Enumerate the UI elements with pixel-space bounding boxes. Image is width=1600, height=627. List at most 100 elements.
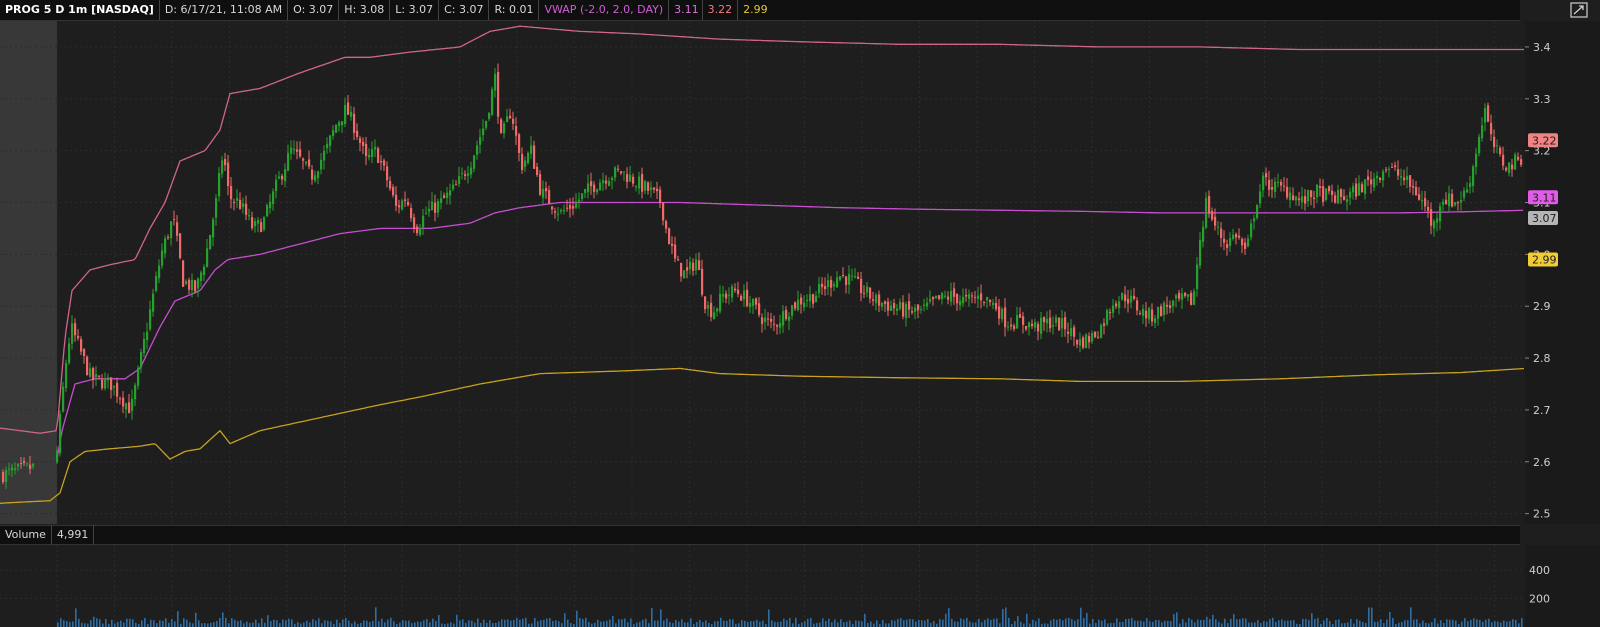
- vwap-study-label[interactable]: VWAP (-2.0, 2.0, DAY): [539, 0, 670, 20]
- candle-body: [827, 280, 830, 288]
- candle-body: [944, 295, 947, 297]
- volume-bar: [888, 623, 890, 627]
- candle-body: [161, 250, 164, 266]
- lower-band-line: [0, 367, 1525, 504]
- volume-bar: [711, 624, 713, 627]
- candle-body: [272, 191, 275, 205]
- candle-body: [773, 323, 776, 325]
- candle-body: [1004, 307, 1007, 328]
- volume-bar: [1068, 617, 1070, 627]
- volume-bar: [249, 622, 251, 627]
- candle-body: [488, 113, 491, 119]
- volume-bar: [189, 622, 191, 627]
- volume-bar: [1107, 623, 1109, 627]
- volume-bar: [1119, 621, 1121, 627]
- volume-bar: [87, 623, 89, 627]
- volume-tick-label: 400: [1529, 564, 1550, 577]
- candle-body: [800, 297, 803, 305]
- volume-bar: [870, 621, 872, 627]
- volume-bar: [579, 618, 581, 627]
- volume-bar: [213, 622, 215, 627]
- volume-chart[interactable]: 400 200: [0, 545, 1600, 627]
- candle-body: [947, 296, 950, 300]
- candle-body: [740, 295, 743, 301]
- lower-band-tag: 2.99: [1532, 254, 1557, 267]
- candle-body: [1385, 169, 1388, 171]
- volume-bar: [168, 622, 170, 627]
- candle-body: [260, 222, 263, 233]
- candle-body: [20, 462, 23, 464]
- volume-bar: [1509, 621, 1511, 627]
- volume-bar: [672, 623, 674, 627]
- volume-bar: [921, 620, 923, 627]
- candle-body: [1502, 154, 1505, 166]
- candle-body: [542, 189, 545, 198]
- date-time-readout: D: 6/17/21, 11:08 AM: [160, 0, 289, 20]
- price-chart[interactable]: 3.43.33.23.13.02.92.82.72.62.53.223.113.…: [0, 21, 1600, 524]
- candle-body: [1178, 292, 1181, 299]
- volume-bar: [411, 623, 413, 627]
- volume-bar: [960, 618, 962, 627]
- volume-bar: [909, 619, 911, 627]
- candle-body: [446, 192, 449, 199]
- volume-bar: [1431, 622, 1433, 627]
- candle-body: [797, 299, 800, 311]
- volume-bar: [72, 621, 74, 627]
- volume-bar: [462, 619, 464, 627]
- volume-bar: [432, 618, 434, 627]
- symbol-label[interactable]: PROG 5 D 1m [NASDAQ]: [0, 0, 160, 20]
- candle-body: [500, 119, 503, 134]
- volume-bar: [162, 620, 164, 627]
- volume-bar: [414, 622, 416, 627]
- volume-bar: [393, 621, 395, 627]
- volume-bar: [156, 623, 158, 627]
- candle-body: [674, 244, 677, 259]
- candle-body: [1055, 317, 1058, 323]
- candle-body: [509, 115, 512, 119]
- volume-bar: [108, 623, 110, 627]
- volume-bar: [234, 619, 236, 627]
- candle-body: [587, 183, 590, 193]
- candle-body: [716, 308, 719, 312]
- candle-body: [1013, 325, 1016, 330]
- expand-chart-icon[interactable]: [1570, 2, 1588, 18]
- volume-bar: [330, 621, 332, 627]
- volume-bar: [447, 623, 449, 627]
- volume-bar: [1434, 618, 1436, 627]
- volume-bar: [1167, 620, 1169, 627]
- volume-bar: [1122, 621, 1124, 627]
- candle-body: [17, 464, 20, 467]
- candle-body: [95, 374, 98, 378]
- volume-bar: [636, 622, 638, 627]
- volume-bar: [1362, 622, 1364, 627]
- candle-body: [278, 176, 281, 179]
- candle-body: [536, 166, 539, 175]
- candle-body: [785, 309, 788, 320]
- volume-bar: [933, 620, 935, 627]
- candle-body: [398, 205, 401, 208]
- candle-body: [848, 274, 851, 285]
- candle-body: [650, 187, 653, 190]
- candle-body: [953, 288, 956, 297]
- volume-bar: [363, 620, 365, 627]
- candle-body: [989, 299, 992, 303]
- last-price-tag: 3.07: [1532, 212, 1557, 225]
- candle-body: [992, 302, 995, 306]
- volume-bar: [798, 623, 800, 627]
- volume-bar: [948, 608, 950, 627]
- volume-bar: [969, 621, 971, 627]
- candle-body: [569, 204, 572, 209]
- volume-bar: [1395, 623, 1397, 627]
- volume-bar: [219, 617, 221, 627]
- candle-body: [983, 302, 986, 304]
- volume-bar: [270, 621, 272, 627]
- candle-body: [227, 162, 230, 186]
- volume-bar: [201, 623, 203, 627]
- candle-body: [1256, 205, 1259, 218]
- candle-body: [1028, 322, 1031, 328]
- candle-body: [518, 134, 521, 153]
- candle-body: [1148, 308, 1151, 320]
- volume-bar: [1500, 622, 1502, 627]
- volume-bar: [720, 617, 722, 627]
- candle-body: [524, 160, 527, 167]
